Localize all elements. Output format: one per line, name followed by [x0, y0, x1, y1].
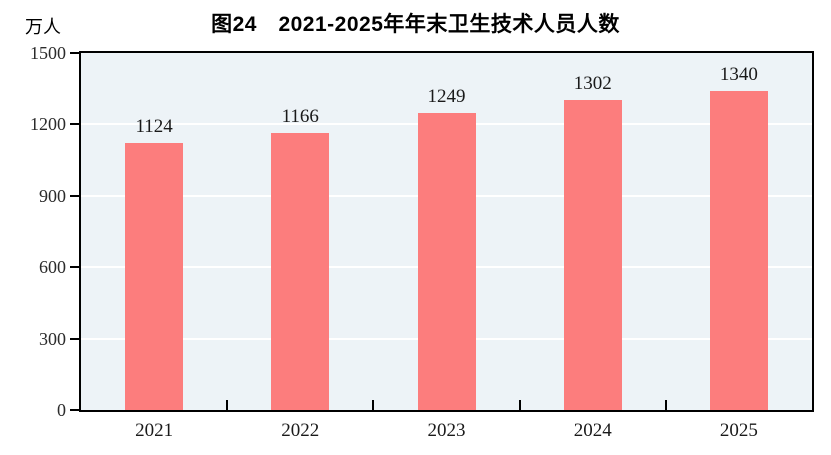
bar-2021: [125, 142, 184, 410]
bar-value-label-2021: 1124: [135, 115, 173, 137]
y-axis-tick-label-300: 300: [39, 328, 66, 349]
x-axis-label-2023: 2023: [427, 420, 466, 441]
bar-2024: [563, 100, 622, 410]
bar-value-label-2022: 1166: [281, 105, 319, 127]
y-axis-tick: [70, 409, 79, 411]
y-axis-tick: [70, 337, 79, 340]
x-axis-tick: [372, 400, 375, 410]
plot-area: 1124 1166 1249 1302 1340: [79, 51, 814, 412]
x-axis-tick: [518, 400, 521, 410]
y-axis-tick: [70, 266, 79, 269]
chart-title: 图24 2021-2025年年末卫生技术人员人数: [211, 13, 620, 36]
x-axis-label-2025: 2025: [719, 420, 758, 441]
bar-2022: [271, 132, 330, 410]
bar-value-label-2025: 1340: [719, 64, 758, 86]
y-axis-tick-label-1500: 1500: [30, 43, 66, 63]
bar-2023: [417, 112, 476, 410]
x-axis-label-2024: 2024: [573, 420, 612, 441]
bar-2025: [709, 91, 768, 410]
y-axis-tick: [70, 194, 79, 197]
bar-value-label-2023: 1249: [427, 85, 466, 107]
y-axis-tick-label-600: 600: [39, 257, 66, 278]
x-axis-tick: [664, 400, 667, 410]
x-axis-label-2021: 2021: [135, 420, 174, 441]
y-axis-unit-label: 万人: [25, 17, 61, 37]
y-axis-tick-label-900: 900: [39, 185, 66, 206]
y-axis-tick-label-0: 0: [57, 400, 66, 420]
y-axis-tick-label-1200: 1200: [30, 114, 66, 135]
y-axis-tick: [70, 123, 79, 126]
bar-value-label-2024: 1302: [573, 73, 612, 95]
y-axis-tick: [70, 52, 79, 54]
x-axis-tick: [226, 400, 229, 410]
x-axis-label-2022: 2022: [281, 420, 320, 441]
